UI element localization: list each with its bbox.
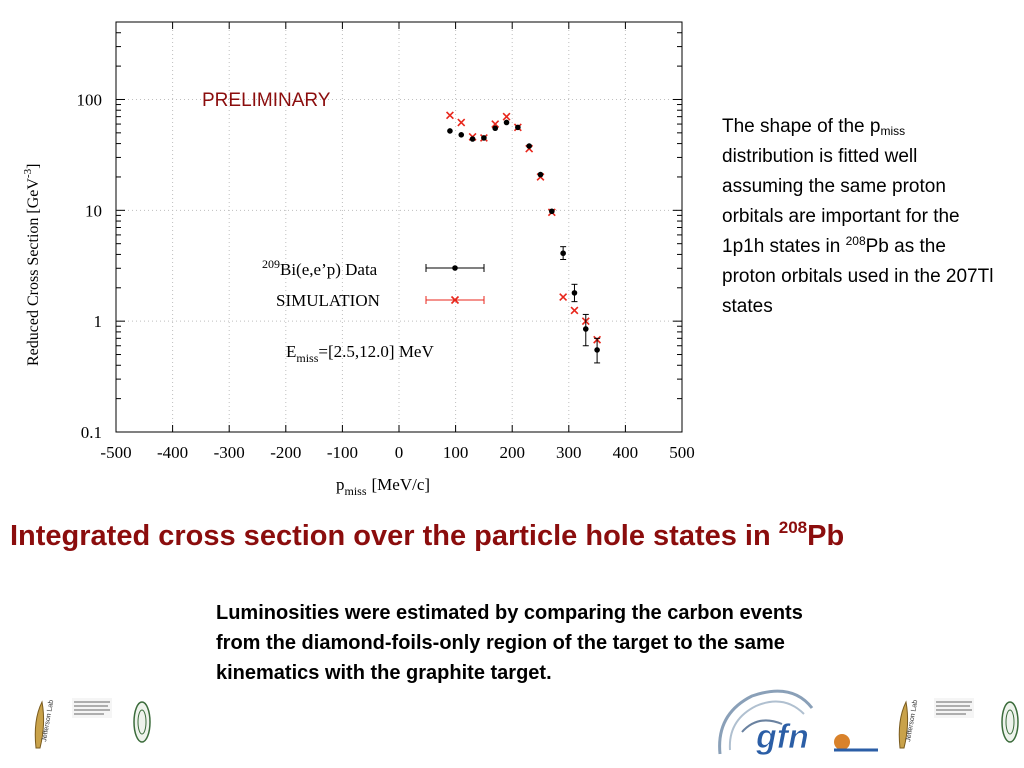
y-axis-label-end: ]	[25, 164, 42, 169]
headline-main: Integrated cross section over the partic…	[10, 520, 779, 552]
x-tick-label: -300	[214, 443, 245, 462]
data-point	[503, 119, 510, 126]
x-tick-label: -400	[157, 443, 188, 462]
data-point	[560, 250, 566, 257]
y-axis-label-sup: -3	[22, 168, 34, 178]
legend-sim-label: SIMULATION	[276, 291, 380, 310]
simulation-point	[491, 120, 500, 129]
x-tick-label: -100	[327, 443, 358, 462]
side-note-line1: The shape of the p	[722, 116, 881, 137]
legend-data-sup: 209	[262, 257, 280, 271]
y-tick-label: 10	[85, 201, 102, 220]
data-point	[594, 347, 600, 353]
emiss-sub: miss	[296, 351, 318, 365]
emiss-rest: =[2.5,12.0] MeV	[318, 342, 434, 361]
headline-tail: Pb	[807, 520, 845, 552]
preliminary-label: PRELIMINARY	[202, 90, 331, 111]
gfn-logo-text: gfn	[755, 718, 809, 756]
gfn-logo-dot	[834, 734, 850, 750]
x-tick-label: 100	[443, 443, 469, 462]
legend-data-text: Bi(e,e’p) Data	[280, 260, 378, 279]
emiss-label: Emiss=[2.5,12.0] MeV	[286, 342, 434, 365]
data-point	[492, 125, 499, 132]
x-tick-label: -500	[100, 443, 131, 462]
side-note-sub: miss	[880, 124, 906, 138]
infn-seal-logo	[133, 701, 151, 743]
institute-name-logo-text	[72, 698, 112, 718]
x-axis-label: pmiss [MeV/c]	[336, 475, 430, 498]
data-point	[481, 135, 487, 141]
luminosity-text: Luminosities were estimated by comparing…	[216, 602, 803, 684]
y-tick-label: 0.1	[81, 423, 102, 442]
legend-sim-marker	[450, 295, 460, 305]
x-axis-label-sub: miss	[345, 484, 367, 498]
institute-name-logo-text-right	[934, 698, 974, 718]
side-note-sup: 208	[845, 234, 866, 248]
data-point	[458, 132, 465, 138]
left-institution-logos: Jefferson Lab	[34, 698, 151, 749]
axis-ticks	[115, 22, 683, 433]
simulation-point	[457, 118, 466, 127]
x-tick-label: 0	[395, 443, 404, 462]
x-axis-label-main: p	[336, 475, 345, 494]
gfn-logo-swirl	[718, 689, 814, 755]
y-tick-label: 100	[77, 90, 103, 109]
legend: 209Bi(e,e’p) Data SIMULATION Emiss=[2.5,…	[262, 257, 485, 365]
data-point	[447, 128, 453, 134]
grid	[116, 22, 682, 432]
simulation-point	[559, 293, 568, 302]
right-institution-logos: Jefferson Lab	[898, 698, 1019, 749]
simulation-point	[570, 306, 579, 315]
y-axis-label-main: Reduced Cross Section [GeV	[25, 178, 42, 366]
emiss-main: E	[286, 342, 296, 361]
data-point	[469, 136, 476, 142]
cross-section-chart: -500 -400 -300 -200 -100 0 100 200 300 400 500 100 1…	[22, 21, 695, 498]
x-tick-label: 400	[613, 443, 639, 462]
data-point	[515, 124, 521, 131]
x-axis-label-unit: [MeV/c]	[372, 475, 431, 494]
x-tick-label: -200	[270, 443, 301, 462]
data-point	[571, 290, 578, 296]
x-tick-label: 500	[669, 443, 695, 462]
jefferson-lab-logo-right: Jefferson Lab	[898, 699, 919, 749]
data-point	[549, 208, 555, 215]
side-note-line3: Pb as the proton orbitals used in the 20…	[722, 236, 994, 317]
data-point	[526, 143, 532, 149]
infn-seal-logo-right	[1001, 701, 1019, 743]
headline: Integrated cross section over the partic…	[10, 518, 1020, 553]
simulation-point	[445, 111, 454, 120]
side-note: The shape of the pmiss distribution is f…	[722, 112, 1002, 322]
legend-data-label: 209Bi(e,e’p) Data	[262, 257, 378, 279]
data-point	[537, 171, 544, 178]
y-tick-label: 1	[94, 312, 103, 331]
legend-data-marker	[452, 265, 458, 271]
data-marks	[445, 111, 602, 364]
x-tick-label: 200	[499, 443, 525, 462]
simulation-point	[502, 112, 511, 121]
tick-labels: -500 -400 -300 -200 -100 0 100 200 300 400 500 100 1…	[77, 90, 695, 462]
jefferson-lab-logo: Jefferson Lab	[34, 699, 55, 749]
headline-sup: 208	[778, 518, 808, 537]
data-point	[582, 326, 589, 332]
y-axis-label: Reduced Cross Section [GeV-3]	[22, 164, 42, 366]
x-tick-label: 300	[556, 443, 582, 462]
side-note-line2: distribution is fitted well assuming the…	[722, 146, 960, 257]
gfn-logo: gfn	[718, 689, 878, 756]
